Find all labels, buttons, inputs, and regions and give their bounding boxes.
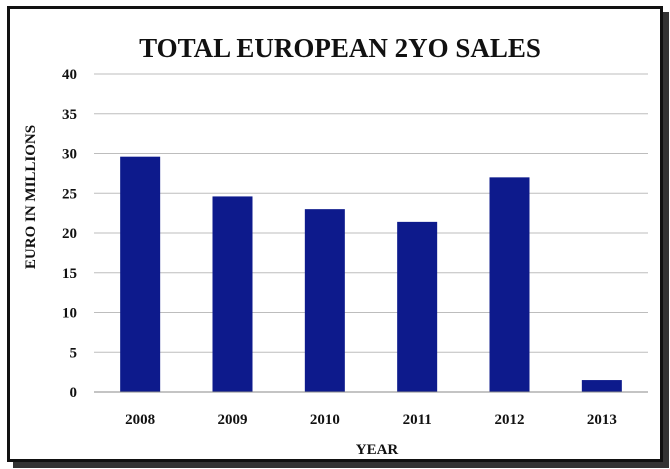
x-tick-label: 2011 xyxy=(403,412,432,428)
y-tick-label: 30 xyxy=(62,147,77,163)
y-tick-labels: 0 5 10 15 20 25 30 35 40 xyxy=(62,67,77,401)
grid-lines xyxy=(94,73,648,353)
y-tick-label: 0 xyxy=(70,385,78,401)
y-tick-label: 15 xyxy=(62,266,77,282)
y-tick-label: 20 xyxy=(62,226,77,242)
chart-title: TOTAL EUROPEAN 2YO SALES xyxy=(139,33,541,63)
bar-2013 xyxy=(581,380,622,392)
x-tick-label: 2012 xyxy=(495,412,525,428)
x-tick-label: 2008 xyxy=(125,412,155,428)
y-tick-label: 35 xyxy=(62,107,77,123)
y-axis-label: EURO IN MILLIONS xyxy=(23,125,39,269)
x-axis-label: YEAR xyxy=(356,442,399,458)
y-tick-label: 5 xyxy=(70,345,78,361)
x-tick-label: 2009 xyxy=(218,412,248,428)
bar-2010 xyxy=(304,209,345,392)
bars xyxy=(120,156,622,392)
bar-2011 xyxy=(397,221,438,392)
y-tick-label: 40 xyxy=(62,67,77,83)
x-tick-labels: 2008 2009 2010 2011 2012 2013 xyxy=(125,412,617,428)
bar-2009 xyxy=(212,196,253,392)
y-tick-label: 25 xyxy=(62,186,77,202)
bar-2012 xyxy=(489,177,530,392)
bar-2008 xyxy=(120,156,161,392)
x-tick-label: 2010 xyxy=(310,412,340,428)
y-tick-label: 10 xyxy=(62,306,77,322)
x-tick-label: 2013 xyxy=(587,412,617,428)
